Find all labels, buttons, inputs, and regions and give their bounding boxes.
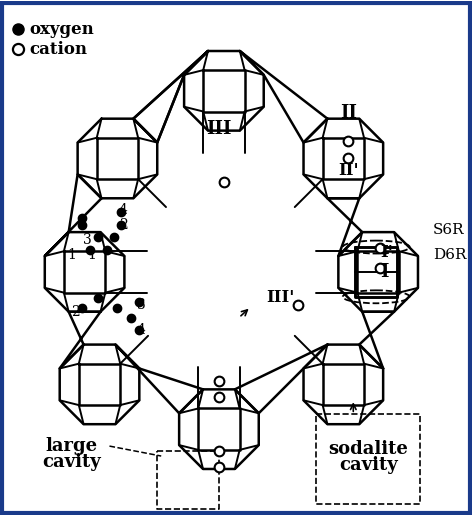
Text: 1: 1 — [67, 248, 76, 262]
Text: 4: 4 — [119, 203, 128, 217]
Text: 3: 3 — [83, 233, 92, 247]
Text: III': III' — [266, 289, 295, 307]
Text: D6R: D6R — [433, 248, 466, 262]
Text: 3: 3 — [137, 298, 146, 312]
Text: cation: cation — [30, 41, 88, 57]
Text: cavity: cavity — [339, 456, 398, 474]
Text: cavity: cavity — [42, 453, 101, 471]
Text: S6R: S6R — [433, 223, 465, 237]
Text: 4: 4 — [137, 322, 146, 336]
Text: oxygen: oxygen — [30, 21, 95, 38]
Text: sodalite: sodalite — [328, 440, 408, 458]
Text: 2: 2 — [71, 305, 80, 319]
Text: I: I — [380, 263, 389, 281]
Text: 1: 1 — [87, 248, 96, 262]
Text: I': I' — [380, 244, 393, 261]
Text: III: III — [206, 120, 232, 138]
Text: 2: 2 — [119, 218, 128, 232]
Text: II: II — [340, 104, 357, 122]
Text: large: large — [46, 437, 98, 455]
Text: II': II' — [338, 162, 359, 179]
